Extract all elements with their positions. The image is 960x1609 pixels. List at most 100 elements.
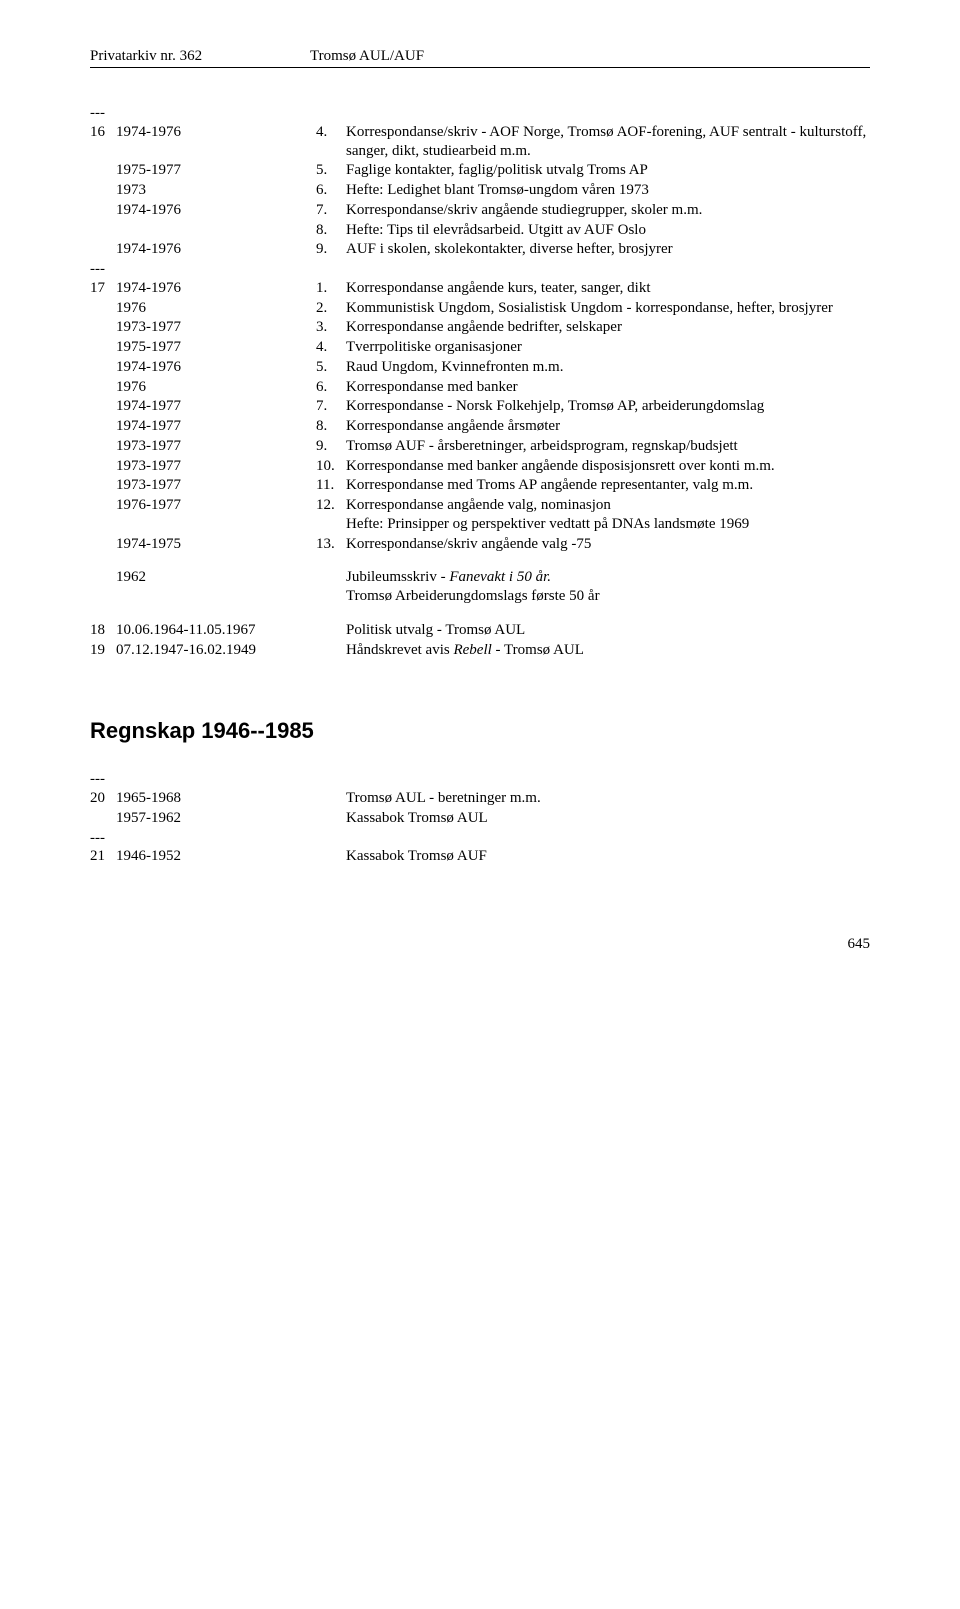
col-num: 1.	[316, 279, 346, 298]
col-num: 12.	[316, 496, 346, 534]
col-text: Tverrpolitiske organisasjoner	[346, 338, 870, 357]
col-years: 1957-1962	[116, 809, 316, 828]
list-entry: 19 07.12.1947-16.02.1949 Håndskrevet avi…	[90, 641, 870, 660]
entry-block-2: 171974-19761.Korrespondanse angående kur…	[90, 279, 870, 554]
col-box	[90, 299, 116, 318]
col-box	[90, 437, 116, 456]
jubileum-italic: Fanevakt i 50 år.	[449, 569, 551, 585]
col-years: 1974-1977	[116, 417, 316, 436]
entry-block-1: 161974-19764.Korrespondanse/skriv - AOF …	[90, 123, 870, 259]
separator-dash: ---	[90, 260, 870, 279]
col-text: Korrespondanse med banker	[346, 378, 870, 397]
col-text: Korrespondanse/skriv angående valg -75	[346, 535, 870, 554]
col-box	[90, 397, 116, 416]
list-entry: 201965-1968Tromsø AUL - beretninger m.m.	[90, 789, 870, 808]
col-box: 18	[90, 621, 116, 640]
col-text: AUF i skolen, skolekontakter, diverse he…	[346, 240, 870, 259]
col-num: 13.	[316, 535, 346, 554]
entry-block-3: 1810.06.1964-11.05.1967Politisk utvalg -…	[90, 621, 870, 640]
col-box	[90, 240, 116, 259]
col-num: 4.	[316, 338, 346, 357]
col-years: 1976	[116, 299, 316, 318]
col-box	[90, 809, 116, 828]
separator-dash: ---	[90, 104, 870, 123]
col-num	[316, 641, 346, 660]
col-num	[316, 789, 346, 808]
col-num	[316, 809, 346, 828]
col-num: 3.	[316, 318, 346, 337]
col-num: 2.	[316, 299, 346, 318]
col-box	[90, 568, 116, 606]
col-box	[90, 417, 116, 436]
list-entry: 161974-19764.Korrespondanse/skriv - AOF …	[90, 123, 870, 161]
header-right: Tromsø AUL/AUF	[310, 48, 870, 65]
spacer	[90, 607, 870, 621]
list-entry: 1957-1962 Kassabok Tromsø AUL	[90, 809, 870, 828]
col-text: Korrespondanse angående valg, nominasjon…	[346, 496, 870, 534]
col-text: Politisk utvalg - Tromsø AUL	[346, 621, 870, 640]
text-italic: Rebell	[453, 642, 491, 658]
col-box	[90, 535, 116, 554]
col-text: Kommunistisk Ungdom, Sosialistisk Ungdom…	[346, 299, 870, 318]
col-years: 1965-1968	[116, 789, 316, 808]
col-years: 1974-1976	[116, 358, 316, 377]
col-box: 16	[90, 123, 116, 161]
list-entry: 1973-197710.Korrespondanse med banker an…	[90, 457, 870, 476]
col-years: 07.12.1947-16.02.1949	[116, 641, 316, 660]
col-num: 11.	[316, 476, 346, 495]
entry-block-4b: 211946-1952Kassabok Tromsø AUF	[90, 847, 870, 866]
col-num: 9.	[316, 437, 346, 456]
col-years: 1974-1976	[116, 279, 316, 298]
col-num: 5.	[316, 358, 346, 377]
col-box	[90, 457, 116, 476]
col-num: 8.	[316, 221, 346, 240]
col-num	[316, 621, 346, 640]
text-suffix: - Tromsø AUL	[492, 642, 584, 658]
list-entry: 1974-19767.Korrespondanse/skriv angående…	[90, 201, 870, 220]
col-box	[90, 358, 116, 377]
list-entry: 1975-19775.Faglige kontakter, faglig/pol…	[90, 161, 870, 180]
col-years: 1974-1976	[116, 201, 316, 220]
list-entry: 1974-19777.Korrespondanse - Norsk Folkeh…	[90, 397, 870, 416]
col-years: 1946-1952	[116, 847, 316, 866]
col-box	[90, 201, 116, 220]
col-text: Kassabok Tromsø AUL	[346, 809, 870, 828]
col-num: 7.	[316, 397, 346, 416]
col-years: 1973-1977	[116, 476, 316, 495]
col-num: 6.	[316, 181, 346, 200]
text-prefix: Håndskrevet avis	[346, 642, 453, 658]
col-text: Tromsø AUL - beretninger m.m.	[346, 789, 870, 808]
col-years: 1976	[116, 378, 316, 397]
col-num: 9.	[316, 240, 346, 259]
col-text: Raud Ungdom, Kvinnefronten m.m.	[346, 358, 870, 377]
col-text: Korrespondanse/skriv - AOF Norge, Tromsø…	[346, 123, 870, 161]
col-box	[90, 378, 116, 397]
list-entry: 8.Hefte: Tips til elevrådsarbeid. Utgitt…	[90, 221, 870, 240]
list-entry: 171974-19761.Korrespondanse angående kur…	[90, 279, 870, 298]
page-number: 645	[90, 936, 870, 953]
list-entry: 1976-197712.Korrespondanse angående valg…	[90, 496, 870, 534]
spacer	[90, 660, 870, 718]
list-entry: 1973-19773.Korrespondanse angående bedri…	[90, 318, 870, 337]
col-box	[90, 318, 116, 337]
col-years: 1975-1977	[116, 161, 316, 180]
col-text: Korrespondanse - Norsk Folkehjelp, Troms…	[346, 397, 870, 416]
col-years: 1973-1977	[116, 318, 316, 337]
jubileum-line2: Tromsø Arbeiderungdomslags første 50 år	[346, 588, 600, 604]
section-heading: Regnskap 1946--1985	[90, 718, 870, 744]
list-entry: 211946-1952Kassabok Tromsø AUF	[90, 847, 870, 866]
col-box	[90, 181, 116, 200]
entry-block-4a: 201965-1968Tromsø AUL - beretninger m.m.…	[90, 789, 870, 828]
col-text: Korrespondanse angående kurs, teater, sa…	[346, 279, 870, 298]
col-years	[116, 221, 316, 240]
list-entry: 19766.Korrespondanse med banker	[90, 378, 870, 397]
header-left: Privatarkiv nr. 362	[90, 48, 310, 65]
list-entry: 1974-19769.AUF i skolen, skolekontakter,…	[90, 240, 870, 259]
col-years: 1973	[116, 181, 316, 200]
col-num: 8.	[316, 417, 346, 436]
jubileum-prefix: Jubileumsskriv -	[346, 569, 449, 585]
list-entry: 1973-19779.Tromsø AUF - årsberetninger, …	[90, 437, 870, 456]
list-entry: 1975-19774.Tverrpolitiske organisasjoner	[90, 338, 870, 357]
col-years: 1973-1977	[116, 437, 316, 456]
list-entry: 19762.Kommunistisk Ungdom, Sosialistisk …	[90, 299, 870, 318]
